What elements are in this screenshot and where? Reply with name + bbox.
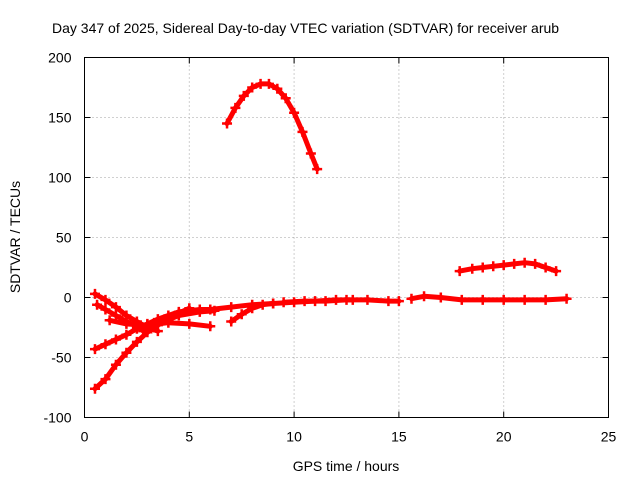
data-point [280, 93, 291, 104]
data-point [230, 102, 241, 113]
series-layer [89, 78, 572, 394]
series-arc-high-evening [454, 257, 562, 277]
data-point [110, 334, 121, 345]
data-point [205, 304, 216, 315]
data-point [383, 296, 394, 307]
data-point [205, 321, 216, 332]
y-tick-label: -100 [43, 410, 71, 426]
data-point [488, 261, 499, 272]
data-point [104, 315, 115, 326]
x-axis-label: GPS time / hours [293, 458, 400, 474]
data-point [341, 294, 352, 305]
data-point [312, 164, 323, 175]
data-point [238, 90, 249, 101]
data-point [173, 310, 184, 321]
data-point [540, 294, 551, 305]
series-line [457, 260, 559, 274]
data-point [100, 339, 111, 350]
y-tick-label: -50 [51, 350, 71, 366]
data-point [263, 78, 274, 89]
data-point [299, 296, 310, 307]
data-point [255, 78, 266, 89]
data-point [419, 291, 430, 302]
x-tick-label: 20 [496, 429, 512, 445]
data-point [305, 148, 316, 159]
data-point [226, 316, 237, 327]
data-point [121, 347, 132, 358]
data-point [456, 294, 467, 305]
y-tick-label: 0 [64, 290, 72, 306]
data-point [247, 82, 258, 93]
data-point [454, 266, 465, 277]
data-point [435, 292, 446, 303]
y-tick-label: 100 [48, 170, 72, 186]
data-point [121, 329, 132, 340]
chart-title: Day 347 of 2025, Sidereal Day-to-day VTE… [52, 20, 559, 36]
data-point [236, 309, 247, 320]
y-tick-label: 50 [56, 230, 72, 246]
data-point [519, 257, 530, 268]
data-point [467, 263, 478, 274]
data-point [268, 298, 279, 309]
data-point [222, 118, 233, 129]
tick-layer: 0 5 10 15 20 25 -100 -50 0 50 100 150 200 [43, 50, 616, 445]
y-tick-label: 200 [48, 50, 72, 66]
data-point [498, 260, 509, 271]
data-point [89, 344, 100, 355]
x-tick-label: 5 [185, 429, 193, 445]
y-axis-label: SDTVAR / TECUs [7, 181, 23, 293]
data-point [100, 294, 111, 305]
grid-layer [84, 57, 609, 418]
x-tick-label: 25 [601, 429, 617, 445]
data-point [110, 302, 121, 313]
data-point [121, 318, 132, 329]
plot-frame [84, 57, 609, 418]
series-arc-afternoon [278, 294, 404, 308]
data-point [477, 294, 488, 305]
data-point [530, 258, 541, 269]
data-point [362, 294, 373, 305]
series-arc-evening [406, 291, 572, 305]
data-point [561, 293, 572, 304]
data-point [272, 83, 283, 94]
data-point [138, 326, 149, 337]
data-point [100, 374, 111, 385]
data-point [498, 294, 509, 305]
data-point [320, 296, 331, 307]
x-tick-label: 0 [81, 429, 89, 445]
data-point [289, 107, 300, 118]
data-point [89, 383, 100, 394]
series-line [224, 81, 320, 172]
data-point [406, 293, 417, 304]
data-point [131, 336, 142, 347]
data-point [226, 302, 237, 313]
x-tick-label: 15 [391, 429, 407, 445]
data-point [152, 318, 163, 329]
data-point [278, 297, 289, 308]
data-point [297, 126, 308, 137]
y-tick-label: 150 [48, 110, 72, 126]
data-point [551, 266, 562, 277]
series-arc-high-peak [222, 78, 323, 175]
data-point [100, 304, 111, 315]
data-point [110, 359, 121, 370]
data-point [519, 294, 530, 305]
data-point [540, 262, 551, 273]
series-arc-midday-flat [205, 294, 358, 315]
data-point [184, 318, 195, 329]
data-point [393, 296, 404, 307]
data-point [110, 310, 121, 321]
data-point [247, 299, 258, 310]
data-point [509, 258, 520, 269]
data-point [89, 288, 100, 299]
x-tick-label: 10 [286, 429, 302, 445]
data-point [92, 299, 103, 310]
data-point [477, 262, 488, 273]
data-point [194, 306, 205, 317]
